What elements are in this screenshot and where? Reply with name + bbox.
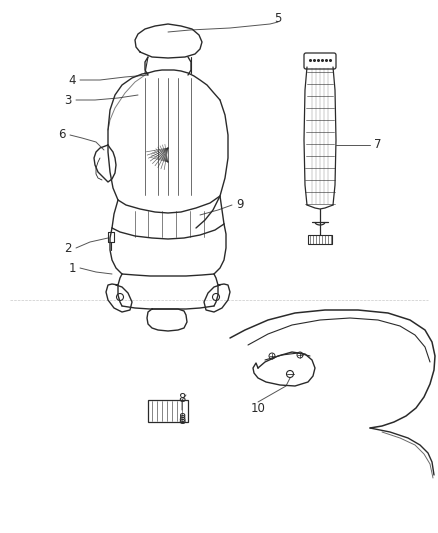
Bar: [148, 400, 188, 422]
Text: 2: 2: [64, 241, 72, 254]
Text: 8: 8: [178, 411, 186, 424]
Text: 8: 8: [178, 392, 186, 405]
Text: 7: 7: [374, 139, 382, 151]
Text: 10: 10: [251, 401, 265, 415]
Text: 6: 6: [58, 128, 66, 141]
Text: 8: 8: [178, 414, 186, 426]
Text: 1: 1: [68, 262, 76, 274]
Text: 4: 4: [68, 74, 76, 86]
Text: 9: 9: [236, 198, 244, 212]
Text: 5: 5: [274, 12, 282, 25]
Bar: [308, 235, 332, 244]
Text: 3: 3: [64, 93, 72, 107]
